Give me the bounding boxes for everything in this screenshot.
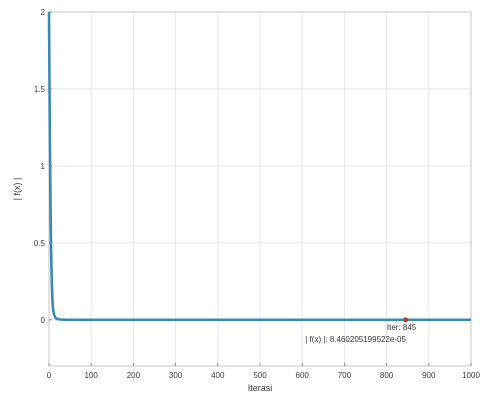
x-tick-label: 400 [211, 371, 225, 380]
data-tip-marker [403, 317, 409, 323]
x-tick-label: 600 [296, 371, 310, 380]
x-tick-label: 300 [169, 371, 183, 380]
y-tick-label: 2 [41, 8, 46, 17]
series-line [47, 11, 472, 322]
y-tick-label: 0.5 [34, 239, 46, 248]
y-tick-label: 1.5 [34, 85, 46, 94]
data-tip-value-label: | f(x) |: 8.460205199522e-05 [305, 335, 406, 344]
x-tick-label: 1000 [462, 371, 480, 380]
y-axis-label: | f(x) | [12, 178, 22, 201]
x-tick-label: 100 [85, 371, 99, 380]
y-tick-label: 0 [41, 316, 46, 325]
x-axis-label: Iterasi [248, 383, 273, 393]
x-axis-ticks: 0 100 200 300 400 500 600 700 800 900 1000 [47, 363, 480, 380]
x-tick-label: 200 [127, 371, 141, 380]
x-tick-label: 700 [338, 371, 352, 380]
data-tip: Iter: 845 | f(x) |: 8.460205199522e-05 [305, 317, 417, 344]
x-tick-label: 0 [47, 371, 52, 380]
x-tick-label: 900 [422, 371, 436, 380]
x-tick-label: 800 [380, 371, 394, 380]
y-tick-label: 1 [41, 162, 46, 171]
x-tick-label: 500 [253, 371, 267, 380]
series-group [47, 11, 472, 322]
data-tip-iter-label: Iter: 845 [387, 323, 417, 332]
